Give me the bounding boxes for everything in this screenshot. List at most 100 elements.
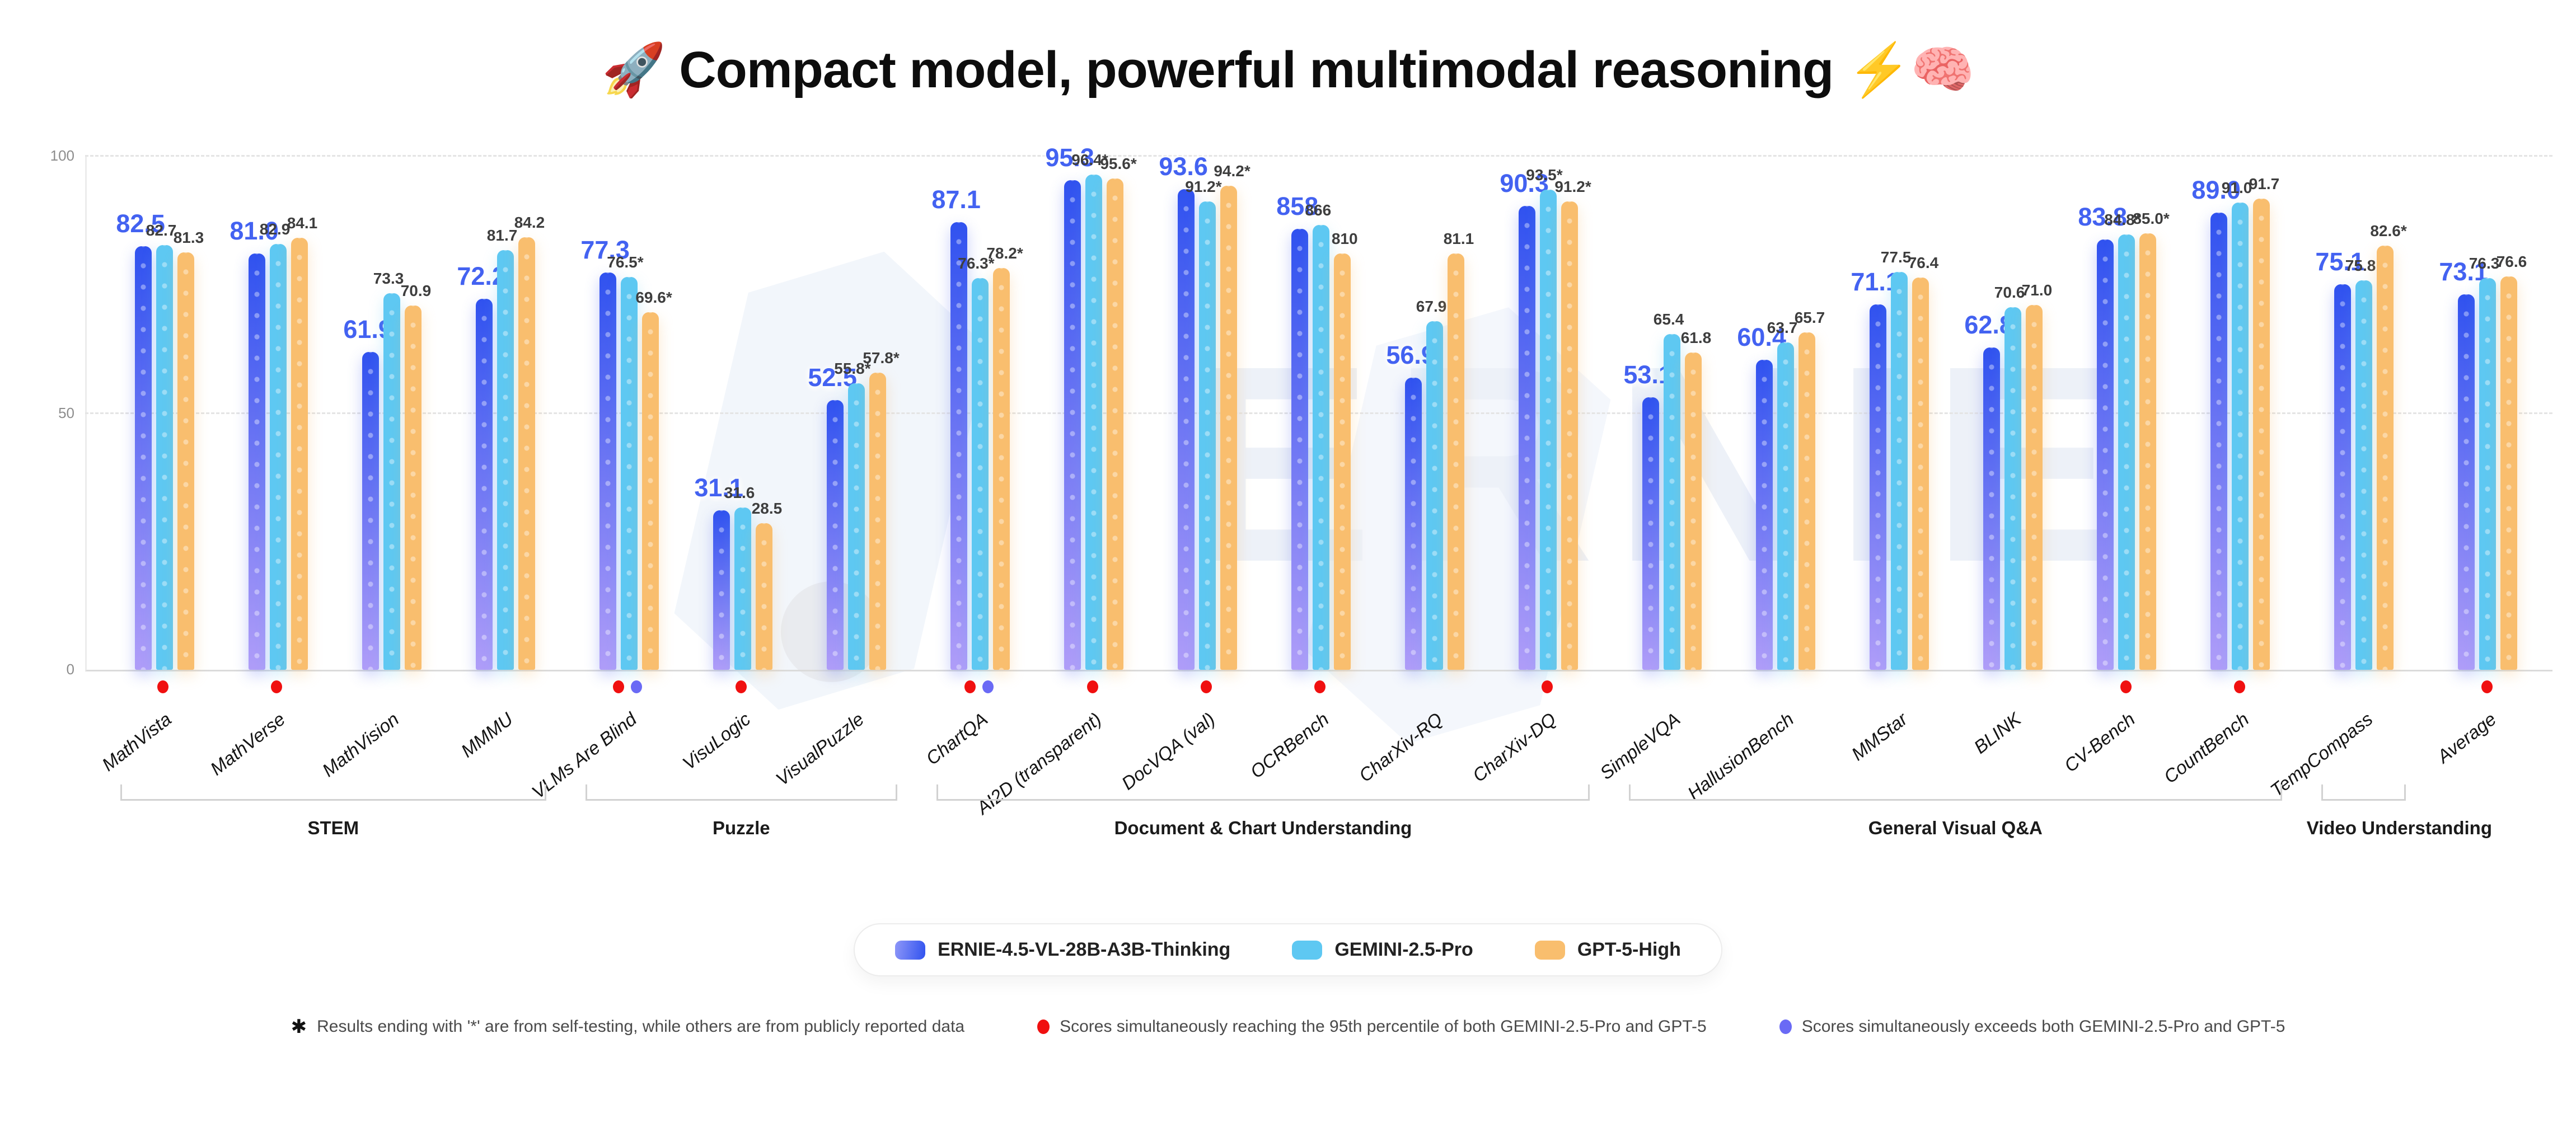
benchmark-label: MMMU <box>457 708 517 762</box>
value-label-gemini: 76.5* <box>607 253 644 271</box>
group-xlabels-2: ChartQA AI2D (transparent) DocVQA (val) OCR… <box>922 702 1604 818</box>
dots-cell-MMStar <box>1842 671 1955 702</box>
bar-gpt: 94.2* <box>1214 162 1250 670</box>
percentile-red-dot <box>2481 680 2493 693</box>
value-label-gemini: 75.8 <box>2345 257 2376 275</box>
cluster-CharXiv-RQ: 56.9 67.9 81.1 <box>1378 156 1491 670</box>
cluster-MathVerse: 81.0 82.9 84.1 <box>221 156 335 670</box>
bar-gemini: 76.5* <box>607 253 644 670</box>
legend-label: ERNIE-4.5-VL-28B-A3B-Thinking <box>938 939 1231 960</box>
dots-cell-MMMU <box>447 671 560 702</box>
value-label-gemini: 63.7 <box>1767 319 1798 337</box>
value-label-gpt: 91.7 <box>2249 175 2280 193</box>
xlabel-cell-Average: Average <box>2430 702 2544 784</box>
value-label-gemini: 77.5 <box>1880 248 1912 266</box>
dots-cell-SimpleVQA <box>1614 671 1728 702</box>
legend-swatch-1 <box>1292 940 1323 960</box>
benchmark-label: CV-Bench <box>2060 708 2139 777</box>
xlabel-cell-DocVQA (val): DocVQA (val) <box>1118 702 1263 794</box>
value-label-gemini: 65.4 <box>1653 310 1684 328</box>
percentile-red-dot <box>1542 680 1553 693</box>
group-label: Video Understanding <box>2306 817 2492 838</box>
benchmark-label: MathVerse <box>206 708 289 779</box>
bar-ernie: 71.1 <box>1851 267 1900 670</box>
legend-swatch-0 <box>895 940 926 960</box>
dots-cell-TempCompass <box>2307 671 2420 702</box>
percentile-red-dot <box>1086 680 1098 693</box>
value-label-gpt: 85.0* <box>2133 209 2170 227</box>
footnote-red-dot-text: Scores simultaneously reaching the 95th … <box>1060 1017 1707 1036</box>
dots-cell-BLINK <box>1955 671 2069 702</box>
legend-item-1: GEMINI-2.5-Pro <box>1292 939 1473 961</box>
bar-gpt: 28.5 <box>752 500 782 670</box>
value-label-ernie: 858 <box>1276 192 1319 221</box>
xlabel-cell-MMStar: MMStar <box>1842 702 1955 784</box>
value-label-gemini: 31.6 <box>724 483 755 501</box>
footnote-blue-dot: Scores simultaneously exceeds both GEMIN… <box>1779 1017 2285 1036</box>
bar-ernie: 858 <box>1276 192 1318 670</box>
exceeds-blue-dot <box>982 680 994 693</box>
xlabel-cell-MathVerse: MathVerse <box>207 702 333 784</box>
value-label-gpt: 65.7 <box>1794 308 1825 326</box>
bar-gemini: 55.8* <box>834 360 871 670</box>
bar-gemini: 82.9 <box>260 220 290 670</box>
bar-ernie: 77.3 <box>580 236 630 670</box>
bar-ernie: 56.9 <box>1386 341 1435 670</box>
value-label-gpt: 78.2* <box>986 245 1023 262</box>
dots-cell-HallusionBench <box>1728 671 1842 702</box>
value-label-ernie: 75.1 <box>2315 247 2364 276</box>
group-bars-3: 53.1 65.4 61.8 60.4 63.7 65.7 71.1 77.5 76.4 62.8… <box>1615 156 2297 670</box>
group-footer-2: Document & Chart Understanding <box>922 784 1604 857</box>
xlabel-cell-MathVision: MathVision <box>319 702 447 784</box>
cluster-VisualPuzzle: 52.5 55.8* 57.8* <box>799 156 913 670</box>
red-dot-icon <box>1037 1019 1050 1034</box>
bar-ernie: 72.2 <box>457 262 506 670</box>
cluster-OCRBench: 858 866 810 <box>1264 156 1378 670</box>
value-label-gpt: 81.3 <box>173 228 204 246</box>
group-xlabels-1: VLMs Are Blind VisuLogic VisualPuzzle <box>528 702 912 802</box>
plot-area: 100 50 0 82.5 82.7 81.3 81.0 82.9 84.1 61.9 73.… <box>50 143 2552 678</box>
cluster-DocVQA (val): 93.6 91.2* 94.2* <box>1150 152 1264 670</box>
value-label-gemini: 91.0 <box>2221 178 2252 196</box>
bar-gemini: 91.0 <box>2222 179 2252 670</box>
page-title-text: Compact model, powerful multimodal reaso… <box>679 41 1834 98</box>
xlabel-cell-BLINK: BLINK <box>1955 702 2069 784</box>
bar-gpt: 71.0 <box>2022 281 2052 670</box>
bar-ernie: 75.1 <box>2315 247 2364 670</box>
bar-ernie: 31.1 <box>694 473 743 670</box>
bar-ernie: 90.3 <box>1500 169 1549 670</box>
dots-cell-VLMs Are Blind <box>571 671 685 702</box>
value-label-gemini: 76.3 <box>2469 254 2500 272</box>
dots-cell-MathVista <box>106 671 219 702</box>
bar-gpt: 81.3 <box>174 229 204 670</box>
bar-gpt: 70.9 <box>401 282 431 670</box>
cluster-VLMs Are Blind: 77.3 76.5* 69.6* <box>572 156 686 670</box>
dots-cell-Average <box>2430 671 2544 702</box>
legend-pill: ERNIE-4.5-VL-28B-A3B-Thinking GEMINI-2.5-… <box>854 923 1722 976</box>
bar-ernie: 60.4 <box>1737 323 1786 670</box>
bar-ernie: 73.1 <box>2439 257 2488 670</box>
dots-cell-CharXiv-RQ <box>1377 671 1491 702</box>
bar-gemini: 65.4 <box>1654 311 1684 670</box>
percentile-red-dot <box>736 680 747 693</box>
footnote-blue-dot-text: Scores simultaneously exceeds both GEMIN… <box>1801 1017 2285 1036</box>
group-label: STEM <box>307 817 359 838</box>
legend-label: GEMINI-2.5-Pro <box>1334 939 1473 960</box>
legend-item-0: ERNIE-4.5-VL-28B-A3B-Thinking <box>895 939 1230 961</box>
value-label-gemini: 84.8* <box>2104 210 2141 228</box>
group-footer-1: Puzzle <box>571 784 912 857</box>
group-bars-1: 77.3 76.5* 69.6* 31.1 31.6 28.5 52.5 55.8* 57.8* <box>572 156 913 670</box>
bar-gemini: 76.3* <box>958 255 995 670</box>
bar-gemini: 96.4* <box>1071 151 1108 670</box>
group-bars-2: 87.1 76.3* 78.2* 95.3 96.4* 95.6* 93.6 91.2* 94.… <box>923 143 1605 670</box>
group-label: Puzzle <box>712 817 770 838</box>
cluster-ChartQA: 87.1 76.3* 78.2* <box>923 156 1037 670</box>
cluster-MMStar: 71.1 77.5 76.4 <box>1842 156 1956 670</box>
bar-ernie: 81.0 <box>230 217 279 670</box>
dots-cell-DocVQA (val) <box>1149 671 1263 702</box>
bar-gpt: 78.2* <box>986 245 1023 670</box>
dots-cell-MathVerse <box>219 671 333 702</box>
bar-ernie: 53.1 <box>1623 360 1673 670</box>
xlabel-cell-VisualPuzzle: VisualPuzzle <box>772 702 912 790</box>
group-bracket <box>1628 784 2282 801</box>
